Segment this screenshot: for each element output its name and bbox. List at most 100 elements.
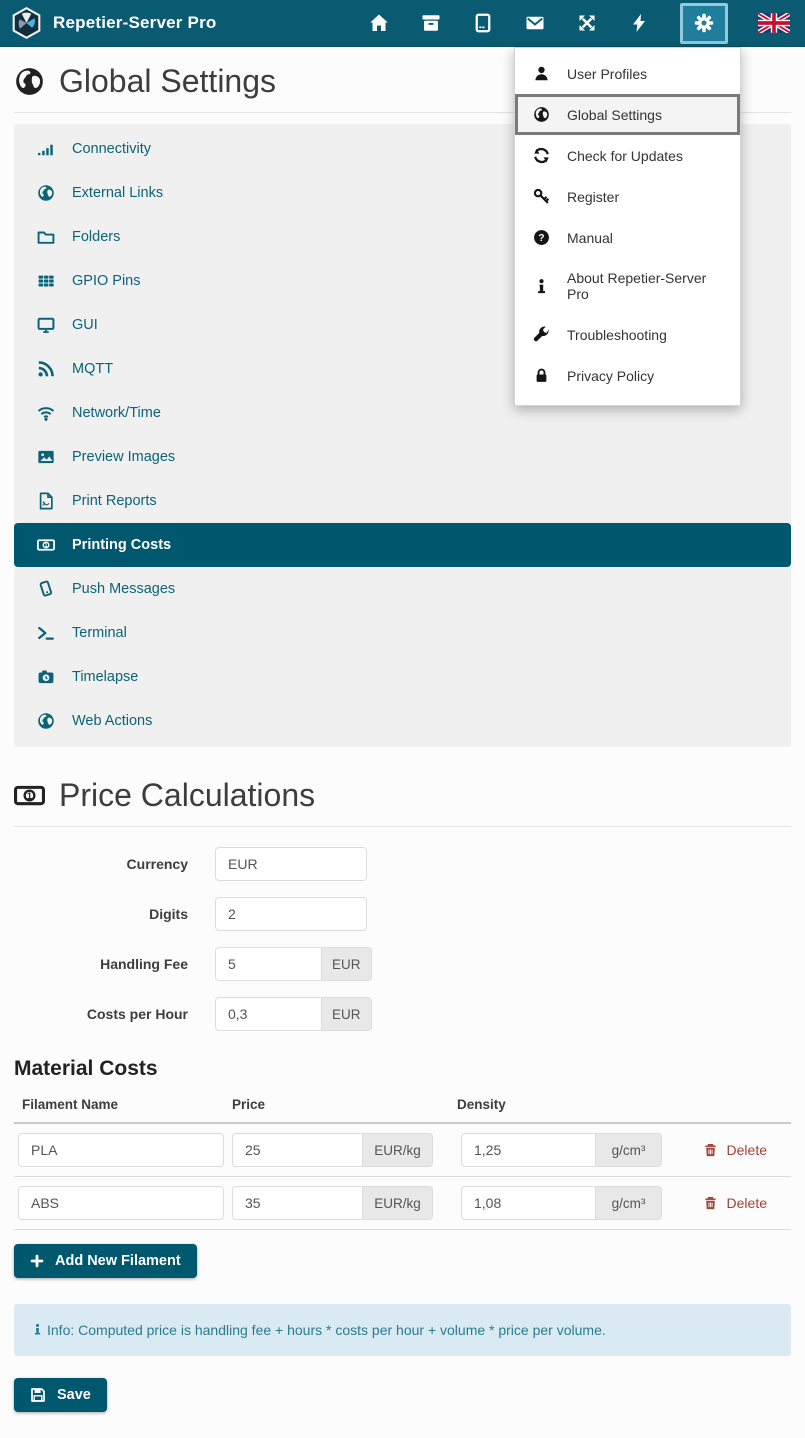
nav-item-timelapse[interactable]: Timelapse bbox=[14, 655, 791, 699]
nav-item-push-messages[interactable]: Push Messages bbox=[14, 567, 791, 611]
folder-icon bbox=[36, 228, 56, 246]
fullscreen-icon[interactable] bbox=[576, 12, 598, 34]
info-box: Info: Computed price is handling fee + h… bbox=[14, 1304, 791, 1356]
info-text: Info: Computed price is handling fee + h… bbox=[47, 1322, 606, 1338]
nav-item-network-time[interactable]: Network/Time bbox=[14, 391, 791, 435]
brand[interactable]: Repetier-Server Pro bbox=[12, 7, 216, 39]
settings-gear-icon[interactable] bbox=[680, 2, 728, 44]
material-costs-title: Material Costs bbox=[14, 1057, 158, 1080]
price-unit-addon: EUR/kg bbox=[363, 1186, 433, 1220]
nav-item-mqtt[interactable]: MQTT bbox=[14, 347, 791, 391]
nav-item-connectivity[interactable]: Connectivity bbox=[14, 127, 791, 171]
nav-item-label: Printing Costs bbox=[72, 537, 172, 553]
filament-density-input[interactable] bbox=[461, 1133, 596, 1167]
handling-fee-input[interactable] bbox=[215, 947, 322, 981]
delete-filament-button[interactable]: Delete bbox=[703, 1195, 767, 1211]
currency-label: Currency bbox=[126, 856, 188, 872]
info-icon bbox=[34, 1322, 41, 1335]
nav-item-print-reports[interactable]: Print Reports bbox=[14, 479, 791, 523]
menu-item-register[interactable]: Register bbox=[515, 176, 740, 217]
nav-item-web-actions[interactable]: Web Actions bbox=[14, 699, 791, 743]
settings-dropdown-menu: User Profiles Global Settings Check for … bbox=[514, 47, 741, 406]
nav-item-external-links[interactable]: External Links bbox=[14, 171, 791, 215]
nav-item-folders[interactable]: Folders bbox=[14, 215, 791, 259]
filament-name-input[interactable] bbox=[18, 1186, 224, 1220]
costs-per-hour-label: Costs per Hour bbox=[86, 1006, 188, 1022]
monitor-icon bbox=[36, 316, 56, 334]
power-icon[interactable] bbox=[628, 12, 650, 34]
navbar-icons bbox=[368, 2, 790, 44]
divider bbox=[14, 112, 791, 113]
globe-icon bbox=[36, 712, 56, 730]
save-icon bbox=[30, 1387, 46, 1403]
wrench-icon bbox=[532, 326, 550, 343]
nav-item-terminal[interactable]: Terminal bbox=[14, 611, 791, 655]
menu-item-label: Global Settings bbox=[567, 106, 662, 123]
form-row-handling-fee: Handling Fee EUR bbox=[14, 947, 791, 981]
digits-input[interactable] bbox=[215, 897, 367, 931]
filament-name-input[interactable] bbox=[18, 1133, 224, 1167]
menu-item-label: Troubleshooting bbox=[567, 326, 667, 343]
user-icon bbox=[532, 65, 550, 82]
signal-bars-icon bbox=[36, 140, 56, 158]
delete-filament-button[interactable]: Delete bbox=[703, 1142, 767, 1158]
money-bill-icon bbox=[14, 780, 45, 811]
globe-icon bbox=[532, 106, 550, 123]
section-title-text: Price Calculations bbox=[59, 777, 316, 813]
camera-icon bbox=[36, 668, 56, 686]
currency-input[interactable] bbox=[215, 847, 367, 881]
filament-density-input[interactable] bbox=[461, 1186, 596, 1220]
trash-icon bbox=[703, 1195, 718, 1211]
nav-item-label: Folders bbox=[72, 229, 121, 245]
menu-item-label: Privacy Policy bbox=[567, 367, 655, 384]
form-row-digits: Digits bbox=[14, 897, 791, 931]
menu-item-privacy-policy[interactable]: Privacy Policy bbox=[515, 355, 740, 396]
wifi-icon bbox=[36, 404, 56, 422]
nav-item-printing-costs[interactable]: Printing Costs bbox=[14, 523, 791, 567]
menu-item-user-profiles[interactable]: User Profiles bbox=[515, 53, 740, 94]
menu-item-label: Manual bbox=[567, 229, 613, 246]
delete-label: Delete bbox=[726, 1142, 767, 1158]
table-row: EUR/kg g/cm³ Delete bbox=[14, 1177, 791, 1230]
push-phone-icon bbox=[36, 580, 56, 598]
page-title-text: Global Settings bbox=[59, 63, 277, 99]
filament-price-input[interactable] bbox=[232, 1186, 363, 1220]
add-new-filament-button[interactable]: Add New Filament bbox=[14, 1244, 197, 1278]
density-unit-addon: g/cm³ bbox=[596, 1133, 662, 1167]
page-title: Global Settings bbox=[14, 63, 791, 100]
printer-icon[interactable] bbox=[472, 12, 494, 34]
filament-price-input[interactable] bbox=[232, 1133, 363, 1167]
nav-item-preview-images[interactable]: Preview Images bbox=[14, 435, 791, 479]
print-queue-icon[interactable] bbox=[420, 12, 442, 34]
nav-item-label: GPIO Pins bbox=[72, 273, 141, 289]
nav-item-label: MQTT bbox=[72, 361, 114, 377]
home-icon[interactable] bbox=[368, 12, 390, 34]
price-unit-addon: EUR/kg bbox=[363, 1133, 433, 1167]
costs-per-hour-input[interactable] bbox=[215, 997, 322, 1031]
nav-item-gpio-pins[interactable]: GPIO Pins bbox=[14, 259, 791, 303]
menu-item-manual[interactable]: Manual bbox=[515, 217, 740, 258]
messages-icon[interactable] bbox=[524, 12, 546, 34]
image-icon bbox=[36, 448, 56, 466]
info-icon bbox=[532, 278, 550, 295]
nav-item-label: Web Actions bbox=[72, 713, 153, 729]
nav-item-label: Connectivity bbox=[72, 141, 151, 157]
app-logo-icon bbox=[12, 7, 41, 39]
language-flag-icon[interactable] bbox=[758, 13, 790, 33]
currency-addon: EUR bbox=[322, 997, 372, 1031]
terminal-icon bbox=[36, 624, 56, 642]
menu-item-check-for-updates[interactable]: Check for Updates bbox=[515, 135, 740, 176]
divider bbox=[14, 826, 791, 827]
menu-item-global-settings[interactable]: Global Settings bbox=[515, 94, 740, 135]
money-bill-icon bbox=[36, 536, 56, 554]
question-icon bbox=[532, 229, 550, 246]
table-row: EUR/kg g/cm³ Delete bbox=[14, 1124, 791, 1177]
grid-icon bbox=[36, 272, 56, 290]
menu-item-troubleshooting[interactable]: Troubleshooting bbox=[515, 314, 740, 355]
save-button[interactable]: Save bbox=[14, 1378, 107, 1412]
nav-item-gui[interactable]: GUI bbox=[14, 303, 791, 347]
rss-icon bbox=[36, 360, 56, 378]
handling-fee-label: Handling Fee bbox=[100, 956, 188, 972]
menu-item-about[interactable]: About Repetier-Server Pro bbox=[515, 258, 740, 314]
form-row-currency: Currency bbox=[14, 847, 791, 881]
